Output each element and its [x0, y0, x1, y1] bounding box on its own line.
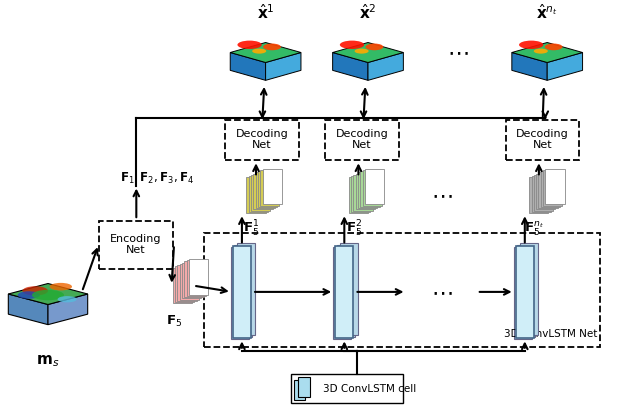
- Bar: [333, 247, 351, 339]
- Bar: [325, 120, 399, 160]
- Bar: [258, 171, 277, 207]
- Bar: [204, 233, 600, 346]
- Polygon shape: [368, 52, 403, 80]
- Ellipse shape: [252, 49, 266, 54]
- Bar: [184, 261, 204, 297]
- Bar: [225, 120, 299, 160]
- Bar: [514, 247, 532, 339]
- Bar: [182, 263, 201, 298]
- Bar: [340, 243, 358, 335]
- Bar: [349, 177, 368, 213]
- Bar: [351, 176, 371, 212]
- Text: $\mathbf{F}_5^{n_t}$: $\mathbf{F}_5^{n_t}$: [525, 220, 544, 238]
- Bar: [177, 265, 196, 301]
- Polygon shape: [8, 284, 88, 304]
- Ellipse shape: [237, 41, 262, 49]
- Bar: [294, 380, 305, 400]
- Bar: [187, 260, 206, 296]
- Ellipse shape: [263, 44, 281, 50]
- Bar: [365, 168, 384, 204]
- Ellipse shape: [50, 283, 72, 291]
- Bar: [538, 172, 557, 208]
- Bar: [233, 246, 251, 338]
- Bar: [251, 175, 270, 210]
- Text: $\mathbf{F}_1, \mathbf{F}_2, \mathbf{F}_3, \mathbf{F}_4$: $\mathbf{F}_1, \mathbf{F}_2, \mathbf{F}_…: [120, 171, 194, 186]
- Text: $\hat{\mathbf{x}}^{n_t}$: $\hat{\mathbf{x}}^{n_t}$: [536, 3, 558, 22]
- Polygon shape: [48, 294, 88, 325]
- Text: $\cdots$: $\cdots$: [431, 185, 452, 205]
- Bar: [360, 171, 380, 207]
- Bar: [358, 172, 377, 208]
- Bar: [516, 246, 534, 338]
- Text: Decoding
Net: Decoding Net: [516, 129, 569, 150]
- Bar: [543, 170, 563, 205]
- Ellipse shape: [534, 49, 548, 54]
- Bar: [545, 168, 564, 204]
- Bar: [353, 175, 372, 210]
- Bar: [189, 259, 208, 295]
- Bar: [249, 176, 268, 212]
- Text: $\mathbf{F}_5^1$: $\mathbf{F}_5^1$: [243, 219, 260, 239]
- Bar: [175, 267, 195, 302]
- Polygon shape: [512, 52, 547, 80]
- Ellipse shape: [340, 41, 364, 49]
- Polygon shape: [266, 52, 301, 80]
- Bar: [536, 174, 556, 209]
- Bar: [363, 170, 382, 205]
- Ellipse shape: [22, 286, 48, 296]
- Text: $\hat{\mathbf{x}}^1$: $\hat{\mathbf{x}}^1$: [257, 3, 275, 22]
- Polygon shape: [230, 42, 301, 63]
- Text: $\cdots$: $\cdots$: [447, 42, 468, 63]
- Bar: [237, 243, 255, 335]
- Text: $\hat{\mathbf{x}}^2$: $\hat{\mathbf{x}}^2$: [359, 3, 377, 22]
- Text: $\cdots$: $\cdots$: [431, 282, 452, 302]
- Text: 3D ConvLSTM Net: 3D ConvLSTM Net: [504, 329, 597, 339]
- Bar: [246, 177, 266, 213]
- Bar: [541, 171, 560, 207]
- Polygon shape: [230, 52, 266, 80]
- Bar: [298, 377, 310, 397]
- Polygon shape: [547, 52, 582, 80]
- Text: $\mathbf{F}_5$: $\mathbf{F}_5$: [166, 314, 182, 329]
- Bar: [260, 170, 280, 205]
- Polygon shape: [512, 42, 582, 63]
- Bar: [173, 268, 192, 303]
- Bar: [291, 374, 403, 403]
- Ellipse shape: [365, 44, 383, 50]
- Ellipse shape: [32, 290, 64, 300]
- Polygon shape: [8, 294, 48, 325]
- Text: Encoding
Net: Encoding Net: [110, 234, 162, 255]
- Bar: [262, 168, 282, 204]
- Bar: [520, 243, 538, 335]
- Bar: [532, 176, 551, 212]
- Bar: [506, 120, 579, 160]
- Ellipse shape: [17, 291, 40, 299]
- Ellipse shape: [545, 44, 563, 50]
- Bar: [337, 245, 355, 337]
- Text: Decoding
Net: Decoding Net: [335, 129, 388, 150]
- Bar: [255, 172, 275, 208]
- Bar: [231, 247, 249, 339]
- Bar: [534, 175, 553, 210]
- Bar: [335, 246, 353, 338]
- Bar: [517, 245, 535, 337]
- Bar: [253, 174, 273, 209]
- Bar: [356, 174, 375, 209]
- Text: $\mathbf{m}_s$: $\mathbf{m}_s$: [36, 353, 60, 369]
- Text: 3D ConvLSTM cell: 3D ConvLSTM cell: [323, 383, 416, 394]
- Ellipse shape: [355, 49, 369, 54]
- Ellipse shape: [519, 41, 543, 49]
- Polygon shape: [333, 42, 403, 63]
- Text: Decoding
Net: Decoding Net: [236, 129, 289, 150]
- Bar: [529, 177, 548, 213]
- Ellipse shape: [58, 296, 77, 302]
- Polygon shape: [333, 52, 368, 80]
- Bar: [180, 264, 199, 300]
- Text: $\mathbf{F}_5^2$: $\mathbf{F}_5^2$: [346, 219, 362, 239]
- Bar: [234, 245, 252, 337]
- Bar: [99, 220, 173, 269]
